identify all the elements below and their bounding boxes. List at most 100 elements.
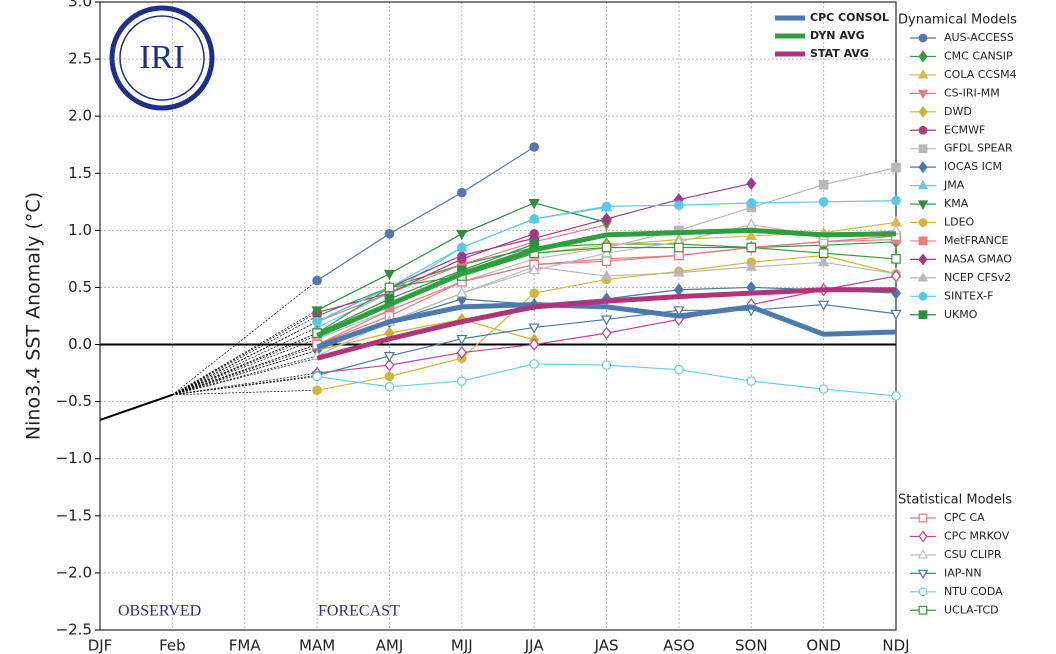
marker	[528, 199, 540, 210]
series-line	[316, 243, 535, 334]
marker	[746, 242, 757, 253]
marker	[818, 384, 829, 394]
marker	[918, 161, 928, 174]
marker	[818, 179, 829, 190]
y-tick-label: 1.5	[68, 164, 92, 182]
marker	[918, 253, 928, 266]
connector	[172, 355, 318, 396]
connector	[172, 346, 318, 396]
marker	[917, 200, 929, 210]
logo-ring	[109, 5, 215, 111]
marker	[311, 306, 323, 317]
x-tick-label: OND	[806, 637, 841, 654]
marker	[745, 260, 757, 271]
x-tick-label: SON	[735, 637, 768, 654]
marker	[528, 264, 540, 275]
marker	[917, 89, 929, 100]
x-tick-label: DJF	[88, 637, 113, 654]
marker	[529, 288, 539, 298]
marker	[818, 248, 829, 258]
marker	[384, 358, 395, 372]
marker	[528, 323, 540, 334]
legend-label: NASA GMAO	[944, 252, 1012, 265]
annotation: FORECAST	[318, 603, 400, 620]
marker	[918, 605, 928, 615]
marker	[384, 228, 395, 239]
marker	[891, 391, 901, 401]
marker	[918, 218, 928, 227]
legend-label: ECMWF	[944, 123, 985, 136]
marker	[601, 326, 612, 340]
marker	[918, 144, 928, 154]
marker	[600, 246, 613, 258]
legend-label: CPC CONSOL	[810, 11, 889, 24]
y-tick-label: 1.0	[68, 221, 92, 239]
marker	[529, 359, 539, 369]
legend-label: COLA CCSM4	[944, 68, 1017, 81]
connector	[172, 332, 318, 396]
marker	[918, 125, 928, 135]
marker	[456, 286, 468, 298]
legend-label: CPC CA	[944, 511, 985, 524]
marker	[312, 316, 322, 327]
marker	[917, 549, 929, 559]
marker	[918, 291, 928, 301]
x-tick-label: MAM	[299, 637, 335, 654]
y-tick-label: −0.5	[56, 392, 92, 410]
legend-label: NCEP CFSv2	[944, 271, 1011, 284]
marker	[891, 195, 901, 206]
legend-label: STAT AVG	[810, 47, 869, 60]
marker	[918, 236, 928, 246]
connector	[172, 321, 318, 396]
y-axis-label: Nino3.4 SST Anomaly (°C)	[23, 192, 45, 440]
marker	[918, 50, 928, 63]
legend-label: JMA	[943, 179, 965, 192]
legend-label: UCLA-TCD	[944, 603, 999, 616]
marker	[529, 142, 539, 152]
legend-label: IAP-NN	[944, 566, 982, 579]
marker	[917, 272, 929, 282]
marker	[456, 229, 468, 241]
marker	[601, 360, 612, 370]
marker	[457, 187, 467, 198]
marker	[917, 69, 929, 79]
legend-label: CMC CANSIP	[944, 49, 1013, 62]
marker	[601, 256, 612, 266]
legend-label: MetFRANCE	[944, 234, 1009, 247]
marker	[529, 338, 540, 351]
marker	[674, 250, 684, 261]
y-tick-label: 2.0	[68, 107, 92, 125]
marker	[456, 346, 467, 359]
marker	[600, 315, 613, 326]
x-tick-label: JJA	[524, 637, 545, 654]
marker	[601, 201, 612, 212]
marker	[457, 376, 467, 386]
legend-label: CSU CLIPR	[944, 548, 1002, 561]
x-tick-label: Feb	[159, 637, 186, 654]
marker	[674, 364, 684, 375]
connector	[172, 389, 318, 396]
marker	[746, 198, 757, 208]
marker	[383, 269, 396, 281]
marker	[918, 33, 928, 43]
marker	[918, 105, 928, 118]
legend-label: GFDL SPEAR	[944, 142, 1013, 155]
marker	[818, 300, 830, 311]
marker	[818, 256, 830, 267]
series-line	[316, 302, 897, 350]
connector	[172, 315, 318, 396]
marker	[745, 229, 757, 241]
marker	[600, 269, 613, 280]
annotation: OBSERVED	[118, 603, 201, 620]
legend-label: CPC MRKOV	[944, 529, 1010, 542]
marker	[601, 212, 612, 226]
y-tick-label: −1.0	[56, 449, 92, 467]
y-tick-label: 3.0	[68, 0, 92, 11]
logo-ring-inner	[119, 15, 205, 101]
legend-title: Dynamical Models	[898, 13, 1017, 28]
marker	[890, 309, 902, 321]
x-tick-label: FMA	[229, 637, 262, 654]
legend-label: CS-IRI-MM	[944, 86, 1000, 99]
